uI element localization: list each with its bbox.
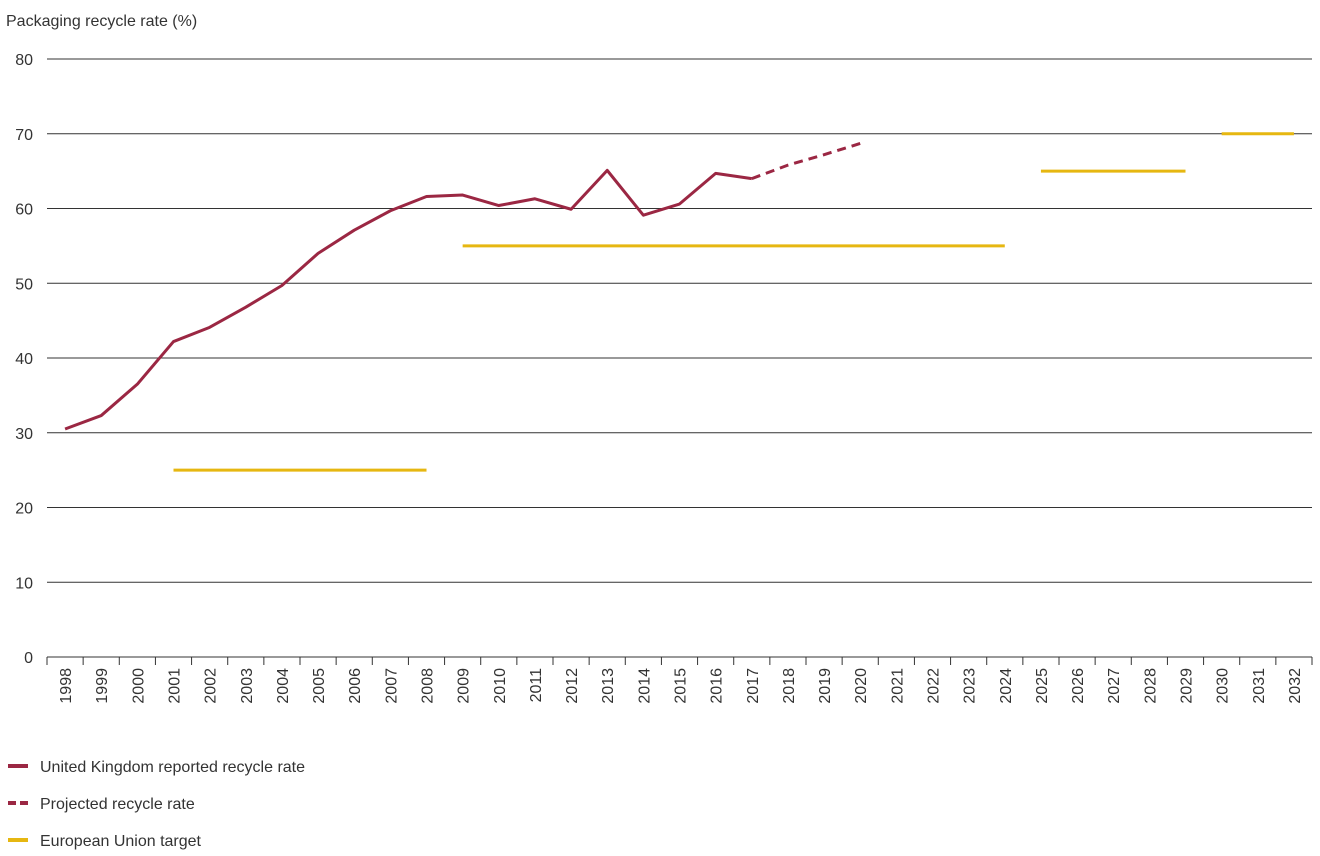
x-tick-label: 2032	[1287, 668, 1304, 704]
x-tick-label: 2024	[998, 668, 1015, 704]
y-tick-label: 30	[15, 426, 33, 443]
x-tick-label: 2022	[926, 668, 943, 704]
line-series	[751, 142, 861, 181]
x-tick-label: 2014	[636, 668, 653, 704]
x-tick-label: 2023	[962, 668, 979, 704]
x-tick-label: 2013	[600, 668, 617, 704]
y-tick-label: 70	[15, 127, 33, 144]
y-tick-label: 20	[15, 501, 33, 518]
x-tick-label: 2019	[817, 668, 834, 704]
x-tick-label: 2017	[745, 668, 762, 704]
x-tick-label: 2025	[1034, 668, 1051, 704]
x-tick-label: 2016	[709, 668, 726, 704]
y-tick-label: 50	[15, 276, 33, 293]
x-tick-label: 2002	[203, 668, 220, 704]
x-tick-label: 1998	[58, 668, 75, 704]
y-tick-label: 10	[15, 575, 33, 592]
x-tick-label: 2012	[564, 668, 581, 704]
x-tick-label: 2005	[311, 668, 328, 704]
x-tick-label: 2015	[673, 668, 690, 704]
x-tick-label: 2003	[239, 668, 256, 704]
x-tick-label: 2000	[130, 668, 147, 704]
y-tick-label: 60	[15, 202, 33, 219]
y-tick-label: 40	[15, 351, 33, 368]
x-tick-label: 2031	[1251, 668, 1268, 704]
x-tick-label: 2027	[1106, 668, 1123, 704]
x-tick-label: 2021	[889, 668, 906, 704]
x-tick-label: 2001	[167, 668, 184, 704]
x-tick-label: 2009	[456, 668, 473, 704]
x-tick-label: 2029	[1179, 668, 1196, 704]
x-tick-label: 2026	[1070, 668, 1087, 704]
x-tick-label: 2008	[420, 668, 437, 704]
y-tick-label: 80	[15, 52, 33, 69]
x-tick-label: 2018	[781, 668, 798, 704]
x-tick-label: 2007	[383, 668, 400, 704]
x-tick-label: 2028	[1142, 668, 1159, 704]
x-tick-label: 2030	[1215, 668, 1232, 704]
x-tick-label: 2011	[528, 668, 545, 703]
x-tick-label: 2004	[275, 668, 292, 704]
x-tick-label: 2010	[492, 668, 509, 704]
x-tick-label: 2020	[853, 668, 870, 704]
x-tick-label: 2006	[347, 668, 364, 704]
legend-label: European Union target	[40, 833, 202, 850]
legend-label: United Kingdom reported recycle rate	[40, 759, 305, 776]
line-series	[64, 168, 753, 431]
chart-title: Packaging recycle rate (%)	[6, 13, 197, 30]
y-tick-label: 0	[24, 650, 33, 667]
legend-label: Projected recycle rate	[40, 796, 195, 813]
x-tick-label: 1999	[94, 668, 111, 704]
